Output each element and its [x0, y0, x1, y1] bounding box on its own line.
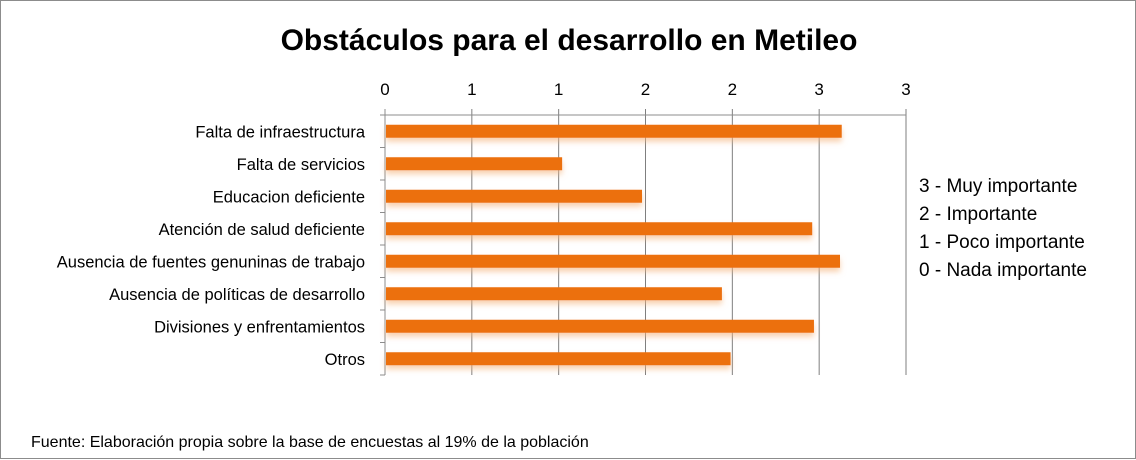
category-label: Divisiones y enfrentamientos — [154, 318, 365, 336]
category-label: Ausencia de fuentes genuninas de trabajo — [57, 253, 365, 271]
x-tick-label: 1 — [467, 80, 476, 99]
category-label: Falta de servicios — [237, 156, 365, 174]
legend-entry: 3 - Muy importante — [919, 176, 1077, 197]
bar — [386, 319, 814, 333]
bar — [386, 189, 643, 203]
x-tick-label: 3 — [901, 80, 910, 99]
legend-entry: 0 - Nada importante — [919, 260, 1087, 281]
bar — [386, 287, 722, 301]
x-tick-label: 1 — [554, 80, 563, 99]
bar — [386, 222, 813, 236]
category-label: Ausencia de políticas de desarrollo — [109, 286, 365, 304]
x-tick-label: 2 — [641, 80, 650, 99]
chart-title: Obstáculos para el desarrollo en Metileo — [281, 24, 858, 57]
x-tick-label: 2 — [728, 80, 737, 99]
bar — [386, 124, 842, 138]
bar — [386, 254, 841, 268]
bar — [386, 352, 731, 366]
bar — [386, 157, 563, 171]
source-note: Fuente: Elaboración propia sobre la base… — [31, 434, 589, 451]
x-tick-label: 3 — [814, 80, 823, 99]
category-label: Educacion deficiente — [213, 188, 365, 206]
category-label: Falta de infraestructura — [195, 123, 365, 141]
legend-entry: 1 - Poco importante — [919, 232, 1085, 253]
x-tick-label: 0 — [380, 80, 389, 99]
category-label: Atención de salud deficiente — [159, 221, 365, 239]
category-label: Otros — [325, 351, 365, 369]
legend-entry: 2 - Importante — [919, 204, 1037, 225]
